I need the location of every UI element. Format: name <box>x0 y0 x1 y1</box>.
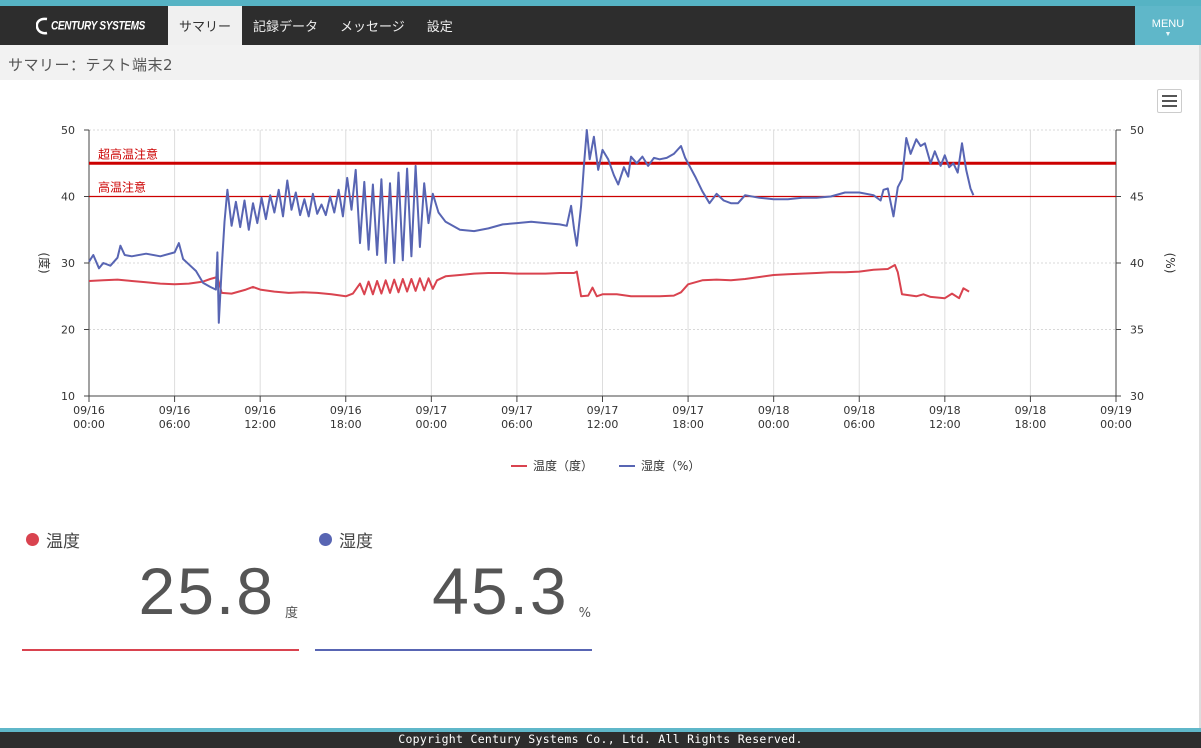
x-tick-label: 18:00 <box>672 418 704 431</box>
footer-accent-stripe <box>0 728 1201 732</box>
tab-records[interactable]: 記録データ <box>253 20 319 35</box>
logo-swoosh-icon <box>36 17 48 35</box>
x-tick-label: 09/17 <box>415 404 447 417</box>
x-tick-label: 09/16 <box>73 404 105 417</box>
x-tick-label: 12:00 <box>929 418 961 431</box>
x-tick-label: 06:00 <box>501 418 533 431</box>
humid-tile-title: 湿度 <box>339 532 373 552</box>
copyright-text: Copyright Century Systems Co., Ltd. All … <box>398 732 803 746</box>
x-tick-label: 09/16 <box>330 404 362 417</box>
humid-tile: 湿度 45.3 % <box>315 520 592 651</box>
y-left-tick-label: 50 <box>61 124 75 137</box>
threshold-label: 高温注意 <box>98 180 146 195</box>
menu-label: MENU <box>1151 18 1185 30</box>
y-right-axis-title: (%) <box>1163 253 1177 274</box>
temp-tile-value-row: 25.8 度 <box>22 558 299 624</box>
legend-label-temp: 温度（度） <box>533 459 594 473</box>
footer: Copyright Century Systems Co., Ltd. All … <box>0 732 1201 748</box>
x-tick-label: 09/18 <box>929 404 961 417</box>
humid-dot-icon <box>319 533 332 546</box>
threshold-label: 超高温注意 <box>98 146 158 161</box>
y-right-tick-label: 40 <box>1130 257 1144 270</box>
x-tick-label: 00:00 <box>73 418 105 431</box>
y-left-tick-label: 40 <box>61 191 75 204</box>
x-tick-label: 09/18 <box>758 404 790 417</box>
caret-down-icon: ▼ <box>1164 31 1172 38</box>
chart-legend: 温度（度） 湿度（%） <box>511 457 700 474</box>
x-tick-label: 06:00 <box>843 418 875 431</box>
x-tick-label: 09/17 <box>587 404 619 417</box>
y-left-axis-title: (度) <box>37 252 52 273</box>
humid-value: 45.3 <box>432 554 569 628</box>
humid-unit: % <box>578 606 591 621</box>
page-title: サマリー：テスト端末2 <box>8 56 174 74</box>
page-header: サマリー：テスト端末2 <box>0 45 1201 80</box>
x-tick-label: 09/16 <box>159 404 191 417</box>
temp-tile-head: 温度 <box>26 527 80 552</box>
series-line-temp <box>88 264 970 300</box>
right-border <box>1199 45 1201 728</box>
y-left-tick-label: 20 <box>61 324 75 337</box>
tab-messages[interactable]: メッセージ <box>340 20 405 35</box>
legend-item-humid[interactable]: 湿度（%） <box>619 457 700 474</box>
y-left-tick-label: 30 <box>61 257 75 270</box>
tab-summary[interactable]: サマリー <box>168 6 243 45</box>
main-nav: サマリー 記録データ メッセージ 設定 <box>168 6 464 45</box>
x-tick-label: 09/17 <box>672 404 704 417</box>
chart-menu-icon[interactable] <box>1157 89 1182 113</box>
x-tick-label: 09/18 <box>843 404 875 417</box>
x-tick-label: 09/16 <box>244 404 276 417</box>
y-right-tick-label: 45 <box>1130 191 1144 204</box>
temp-tile-title: 温度 <box>46 532 80 552</box>
temp-tile: 温度 25.8 度 <box>22 520 299 651</box>
y-right-tick-label: 30 <box>1130 390 1144 403</box>
temp-dot-icon <box>26 533 39 546</box>
legend-swatch-temp <box>511 464 527 467</box>
legend-swatch-humid <box>619 464 636 467</box>
x-tick-label: 12:00 <box>587 418 619 431</box>
humid-tile-value-row: 45.3 % <box>315 558 592 624</box>
x-tick-label: 12:00 <box>244 418 276 431</box>
x-tick-label: 00:00 <box>1100 418 1132 431</box>
chart: 09/1600:0009/1606:0009/1612:0009/1618:00… <box>37 124 1177 431</box>
x-tick-label: 09/18 <box>1015 404 1047 417</box>
y-right-tick-label: 50 <box>1130 124 1144 137</box>
navbar: CENTURY SYSTEMS サマリー 記録データ メッセージ 設定 MENU… <box>0 6 1201 45</box>
temp-tile-underline <box>22 649 299 651</box>
temp-unit: 度 <box>284 606 298 621</box>
x-tick-label: 18:00 <box>1015 418 1047 431</box>
x-tick-label: 18:00 <box>330 418 362 431</box>
x-tick-label: 09/19 <box>1100 404 1132 417</box>
legend-label-humid: 湿度（%） <box>641 459 701 473</box>
top-accent-stripe <box>0 0 1201 6</box>
x-tick-label: 09/17 <box>501 404 533 417</box>
logo-text: CENTURY SYSTEMS <box>51 19 146 33</box>
humid-tile-underline <box>315 649 592 651</box>
x-tick-label: 00:00 <box>758 418 790 431</box>
brand-logo[interactable]: CENTURY SYSTEMS <box>36 16 145 36</box>
x-tick-label: 00:00 <box>415 418 447 431</box>
legend-item-temp[interactable]: 温度（度） <box>511 457 593 474</box>
y-right-tick-label: 35 <box>1130 324 1144 337</box>
menu-button[interactable]: MENU ▼ <box>1135 6 1201 45</box>
y-left-tick-label: 10 <box>61 390 75 403</box>
temp-value: 25.8 <box>138 554 275 628</box>
tab-settings[interactable]: 設定 <box>426 20 453 35</box>
humid-tile-head: 湿度 <box>319 527 373 552</box>
series-line-humid <box>88 129 975 324</box>
x-tick-label: 06:00 <box>159 418 191 431</box>
